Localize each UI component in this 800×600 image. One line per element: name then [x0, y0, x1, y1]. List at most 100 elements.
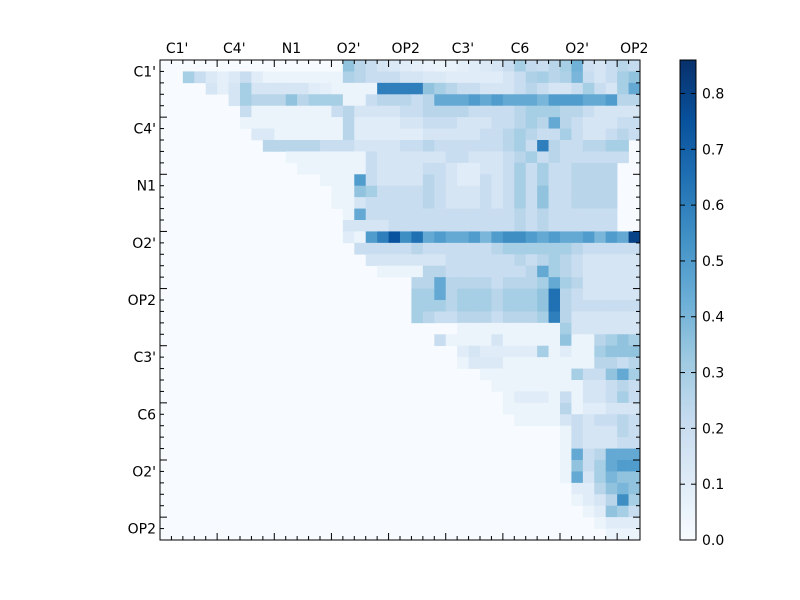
- heatmap-cell: [525, 345, 538, 358]
- heatmap-cell: [422, 162, 435, 175]
- heatmap-cell: [411, 220, 424, 232]
- heatmap-cell: [537, 117, 549, 129]
- heatmap-cell: [571, 368, 584, 381]
- heatmap-cell: [525, 254, 538, 267]
- heatmap-cell: [422, 254, 435, 267]
- heatmap-cell: [617, 505, 629, 518]
- heatmap-cell: [445, 151, 458, 164]
- heatmap-cell: [377, 162, 389, 175]
- heatmap-cell: [617, 437, 629, 449]
- heatmap-cell: [445, 60, 458, 72]
- heatmap-cell: [605, 460, 618, 472]
- heatmap-cell: [548, 140, 561, 152]
- heatmap-cell: [628, 322, 641, 335]
- heatmap-cell: [422, 277, 435, 289]
- heatmap-cell: [582, 311, 595, 324]
- heatmap-cell: [411, 185, 424, 198]
- heatmap-cell: [514, 288, 527, 301]
- heatmap-cell: [617, 414, 629, 427]
- heatmap-cell: [251, 128, 264, 141]
- heatmap-cell: [628, 117, 641, 129]
- heatmap-cell: [537, 334, 549, 347]
- heatmap-cell: [617, 71, 629, 84]
- heatmap-cell: [560, 151, 572, 164]
- heatmap-cell: [285, 94, 298, 107]
- heatmap-cell: [605, 231, 618, 244]
- heatmap-cell: [502, 254, 515, 267]
- heatmap-cell: [560, 300, 572, 312]
- heatmap-cell: [342, 162, 355, 175]
- colorbar-tick-label: 0.1: [702, 477, 724, 493]
- heatmap-cell: [365, 140, 378, 152]
- heatmap-cell: [434, 334, 447, 347]
- heatmap-cell: [480, 197, 492, 209]
- heatmap-cell: [582, 231, 595, 244]
- heatmap-cell: [445, 231, 458, 244]
- heatmap-cell: [594, 357, 607, 369]
- heatmap-cell: [560, 265, 572, 278]
- heatmap-cell: [594, 368, 607, 381]
- heatmap-cell: [205, 71, 218, 84]
- heatmap-cell: [480, 117, 492, 129]
- heatmap-cell: [251, 82, 264, 95]
- heatmap-cell: [548, 357, 561, 369]
- heatmap-cell: [480, 128, 492, 141]
- heatmap-cell: [422, 94, 435, 107]
- heatmap-cell: [605, 242, 618, 255]
- heatmap-cell: [388, 140, 401, 152]
- heatmap-cell: [205, 82, 218, 95]
- heatmap-cell: [411, 174, 424, 187]
- heatmap-cell: [537, 82, 549, 95]
- heatmap-cell: [468, 197, 481, 209]
- heatmap-cell: [560, 448, 572, 461]
- heatmap-cell: [320, 162, 332, 175]
- heatmap-cell: [594, 60, 607, 72]
- heatmap-cell: [605, 311, 618, 324]
- heatmap-cell: [457, 162, 469, 175]
- heatmap-cell: [548, 174, 561, 187]
- heatmap-cell: [422, 82, 435, 95]
- heatmap-cell: [628, 380, 641, 392]
- heatmap-cell: [617, 425, 629, 438]
- heatmap-cell: [582, 357, 595, 369]
- heatmap-cell: [308, 128, 321, 141]
- heatmap-cell: [582, 460, 595, 472]
- y-tick-label: N1: [137, 179, 156, 195]
- heatmap-cell: [525, 162, 538, 175]
- heatmap-cell: [537, 391, 549, 404]
- heatmap-cell: [491, 231, 504, 244]
- heatmap-cell: [411, 197, 424, 209]
- heatmap-cell: [571, 174, 584, 187]
- heatmap-cell: [548, 197, 561, 209]
- heatmap-cell: [388, 71, 401, 84]
- heatmap-cell: [468, 151, 481, 164]
- heatmap-cell: [354, 197, 367, 209]
- heatmap-cell: [434, 185, 447, 198]
- heatmap-cell: [617, 528, 629, 541]
- heatmap-cell: [525, 391, 538, 404]
- heatmap-cell: [365, 197, 378, 209]
- heatmap-cell: [571, 334, 584, 347]
- heatmap-cell: [560, 71, 572, 84]
- heatmap-cell: [594, 277, 607, 289]
- heatmap-cell: [365, 82, 378, 95]
- heatmap-cell: [617, 300, 629, 312]
- heatmap-cell: [617, 265, 629, 278]
- heatmap-cell: [240, 117, 252, 129]
- colorbar-tick-label: 0.2: [702, 421, 724, 437]
- heatmap-cell: [617, 140, 629, 152]
- heatmap-cell: [468, 300, 481, 312]
- heatmap-cell: [342, 185, 355, 198]
- heatmap-cell: [445, 128, 458, 141]
- heatmap-cell: [571, 105, 584, 118]
- colorbar-tick-label: 0.6: [702, 198, 724, 214]
- heatmap-cell: [445, 242, 458, 255]
- heatmap-cell: [480, 322, 492, 335]
- heatmap-cell: [571, 482, 584, 495]
- heatmap-cell: [617, 277, 629, 289]
- heatmap-cell: [377, 265, 389, 278]
- heatmap-cell: [548, 105, 561, 118]
- heatmap-cell: [422, 151, 435, 164]
- heatmap-cell: [582, 105, 595, 118]
